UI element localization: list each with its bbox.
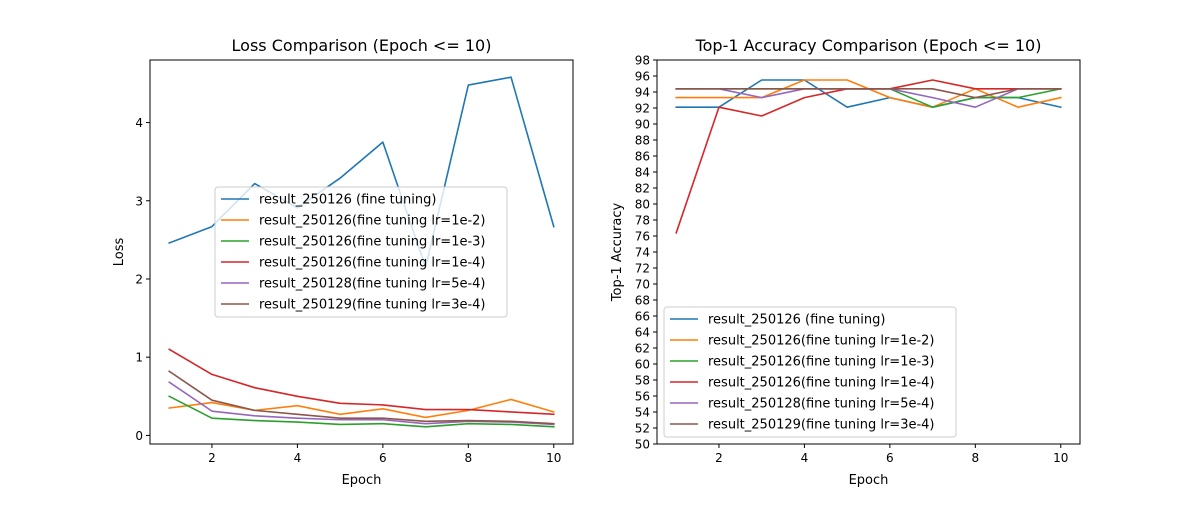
acc-y-tick-label: 60 <box>635 358 650 372</box>
loss-y-axis-label: Loss <box>112 238 127 267</box>
acc-chart: Top-1 Accuracy Comparison (Epoch <= 10) 2… <box>610 36 1081 488</box>
loss-legend-label-1: result_250126 (fine tuning) <box>259 193 436 208</box>
loss-series-line-6 <box>168 370 555 425</box>
acc-legend-label-3: result_250126(fine tuning lr=1e-3) <box>708 355 935 370</box>
loss-legend-label-5: result_250128(fine tuning lr=5e-4) <box>259 277 486 292</box>
loss-y-tick-label: 1 <box>135 351 143 365</box>
loss-x-tick-label: 6 <box>379 451 387 465</box>
acc-y-tick-label: 72 <box>635 262 650 276</box>
loss-x-tick-label: 8 <box>464 451 472 465</box>
acc-legend-label-6: result_250129(fine tuning lr=3e-4) <box>708 418 935 433</box>
acc-y-tick-label: 82 <box>635 182 650 196</box>
loss-legend-label-4: result_250126(fine tuning lr=1e-4) <box>259 256 486 271</box>
loss-x-axis-label: Epoch <box>342 473 382 488</box>
acc-x-tick-label: 6 <box>886 451 894 465</box>
acc-y-axis-label: Top-1 Accuracy <box>610 203 625 303</box>
loss-series-line-2 <box>168 398 555 419</box>
acc-y-tick-label: 64 <box>635 326 650 340</box>
loss-legend-label-3: result_250126(fine tuning lr=1e-3) <box>259 235 486 250</box>
acc-y-tick-label: 50 <box>635 438 650 452</box>
acc-y-tick-label: 62 <box>635 342 650 356</box>
acc-legend-box <box>663 306 957 438</box>
acc-series-line-6 <box>675 88 1062 99</box>
acc-y-tick-label: 84 <box>635 166 650 180</box>
acc-legend-label-1: result_250126 (fine tuning) <box>708 313 885 328</box>
loss-y-tick-label: 0 <box>135 429 143 443</box>
acc-x-axis-label: Epoch <box>849 473 889 488</box>
loss-legend-label-6: result_250129(fine tuning lr=3e-4) <box>259 298 486 313</box>
loss-series-group <box>168 76 555 428</box>
acc-y-tick-label: 88 <box>635 134 650 148</box>
loss-axes-frame <box>149 59 574 445</box>
acc-y-tick-label: 56 <box>635 390 650 404</box>
acc-chart-title: Top-1 Accuracy Comparison (Epoch <= 10) <box>695 36 1042 55</box>
acc-x-tick-label: 8 <box>971 451 979 465</box>
acc-x-tick-label: 10 <box>1053 451 1068 465</box>
acc-x-tick-label: 2 <box>715 451 723 465</box>
acc-y-tick-label: 66 <box>635 310 650 324</box>
loss-x-tick-label: 4 <box>294 451 302 465</box>
acc-y-tick-label: 78 <box>635 214 650 228</box>
acc-y-tick-label: 96 <box>635 70 650 84</box>
acc-y-tick-label: 90 <box>635 118 650 132</box>
loss-legend-label-2: result_250126(fine tuning lr=1e-2) <box>259 214 486 229</box>
acc-series-group <box>675 79 1062 234</box>
loss-y-tick-label: 3 <box>135 194 143 208</box>
acc-y-tick-label: 98 <box>635 54 650 68</box>
loss-legend: result_250126 (fine tuning) result_250126… <box>214 186 508 318</box>
acc-legend-label-5: result_250128(fine tuning lr=5e-4) <box>708 397 935 412</box>
acc-legend-label-4: result_250126(fine tuning lr=1e-4) <box>708 376 935 391</box>
acc-y-tick-label: 74 <box>635 246 650 260</box>
loss-chart-title: Loss Comparison (Epoch <= 10) <box>232 36 492 55</box>
loss-series-line-4 <box>168 348 555 416</box>
loss-y-tick-label: 2 <box>135 272 143 286</box>
acc-series-line-1 <box>675 79 1062 109</box>
loss-x-tick-label: 2 <box>208 451 216 465</box>
acc-y-tick-label: 58 <box>635 374 650 388</box>
loss-series-line-3 <box>168 395 555 428</box>
loss-legend-box <box>214 186 508 318</box>
acc-y-tick-label: 68 <box>635 294 650 308</box>
acc-legend-label-2: result_250126(fine tuning lr=1e-2) <box>708 334 935 349</box>
acc-x-tick-label: 4 <box>801 451 809 465</box>
acc-y-tick-label: 76 <box>635 230 650 244</box>
acc-y-tick-label: 80 <box>635 198 650 212</box>
acc-y-tick-label: 70 <box>635 278 650 292</box>
loss-x-tick-label: 10 <box>546 451 561 465</box>
acc-y-tick-label: 54 <box>635 406 650 420</box>
acc-y-tick-label: 86 <box>635 150 650 164</box>
acc-y-tick-label: 92 <box>635 102 650 116</box>
acc-y-tick-label: 94 <box>635 86 650 100</box>
acc-y-tick-label: 52 <box>635 422 650 436</box>
acc-legend: result_250126 (fine tuning) result_250126… <box>663 306 957 438</box>
loss-y-tick-label: 4 <box>135 116 143 130</box>
loss-chart: Loss Comparison (Epoch <= 10) 2 4 6 8 10 0 1 2 3 4… <box>112 36 574 488</box>
